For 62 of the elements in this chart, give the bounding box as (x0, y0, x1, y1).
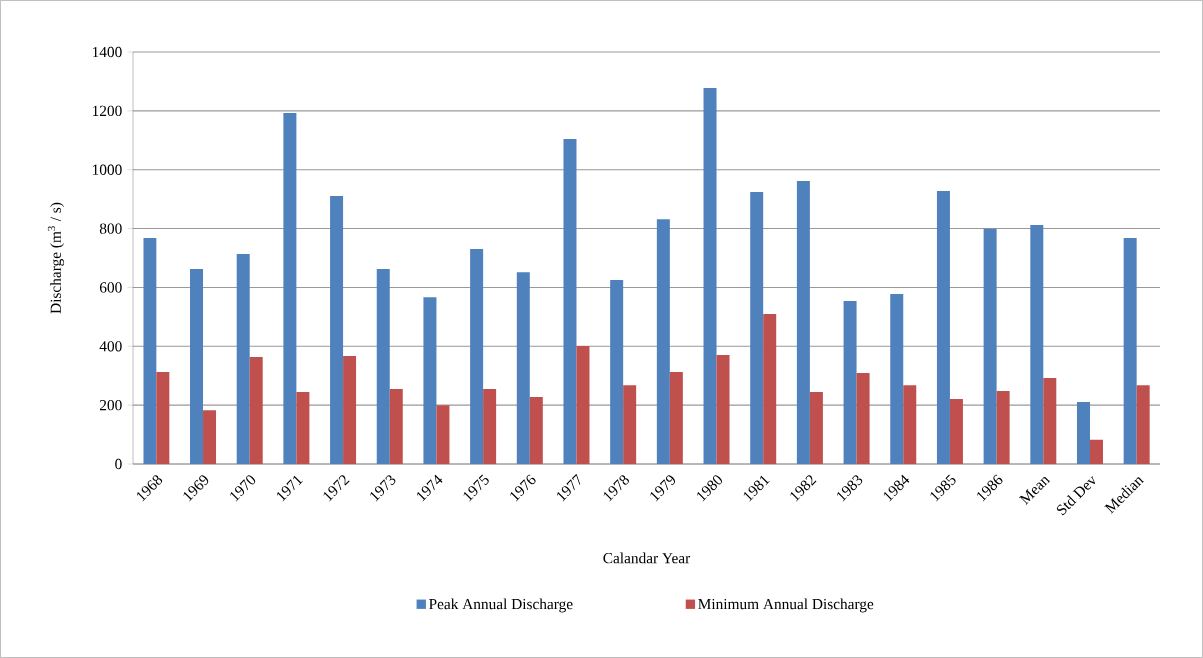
bar (936, 190, 950, 464)
x-tick-label: 1980 (697, 475, 723, 502)
bar (423, 297, 437, 464)
bar (1123, 237, 1137, 464)
bar (669, 371, 683, 464)
y-tick-label: 200 (99, 399, 122, 411)
bar (203, 410, 217, 464)
bar (623, 385, 637, 464)
bar (156, 371, 170, 464)
y-tick-label: 0 (115, 458, 122, 470)
bar (903, 385, 917, 464)
x-tick-label: 1971 (276, 475, 303, 502)
bar (470, 248, 484, 464)
bar (483, 388, 497, 464)
bar (376, 268, 390, 464)
x-tick-label: 1981 (743, 475, 770, 502)
bar (330, 195, 344, 464)
x-axis-title: Calandar Year (603, 552, 691, 564)
bar (1089, 439, 1103, 464)
x-tick-label: 1983 (837, 475, 863, 502)
y-tick-label: 400 (99, 341, 122, 352)
bar (796, 180, 810, 464)
bar (809, 391, 823, 464)
bar (949, 398, 963, 464)
x-tick-label: 1974 (416, 474, 443, 502)
bar (576, 345, 590, 464)
bar (1043, 378, 1057, 464)
y-tick-label: 600 (99, 282, 122, 293)
bar (763, 313, 777, 464)
bar (516, 272, 530, 464)
bar (703, 87, 717, 464)
bar (236, 253, 250, 464)
bar (389, 388, 403, 464)
bar (1076, 401, 1090, 464)
legend-label: Minimum Annual Discharge (698, 598, 874, 613)
bar (890, 293, 904, 464)
y-tick-label: 1400 (92, 46, 122, 58)
bar (283, 112, 297, 464)
bar (529, 396, 543, 464)
y-tick-label: 1200 (92, 105, 122, 117)
bar (656, 219, 670, 464)
y-axis-title: Discharge (m$^{3}$ / s) (47, 202, 65, 314)
x-tick-label: Std Dev (1056, 476, 1096, 516)
bar (296, 391, 310, 464)
bar (610, 280, 624, 464)
y-tick-label: 1000 (92, 164, 122, 175)
bar (716, 355, 730, 464)
bar (843, 300, 857, 464)
legend-label: Peak Annual Discharge (429, 598, 573, 613)
bar (436, 405, 450, 464)
bar (249, 356, 263, 464)
bar (143, 237, 157, 464)
bar (856, 373, 870, 464)
bar (563, 139, 577, 464)
bar (343, 356, 357, 464)
bar (996, 391, 1010, 464)
bar (983, 228, 997, 464)
bar (1136, 385, 1150, 464)
bar (190, 268, 204, 464)
y-tick-label: 800 (99, 223, 122, 234)
bar (1030, 225, 1044, 464)
bar (750, 192, 764, 464)
